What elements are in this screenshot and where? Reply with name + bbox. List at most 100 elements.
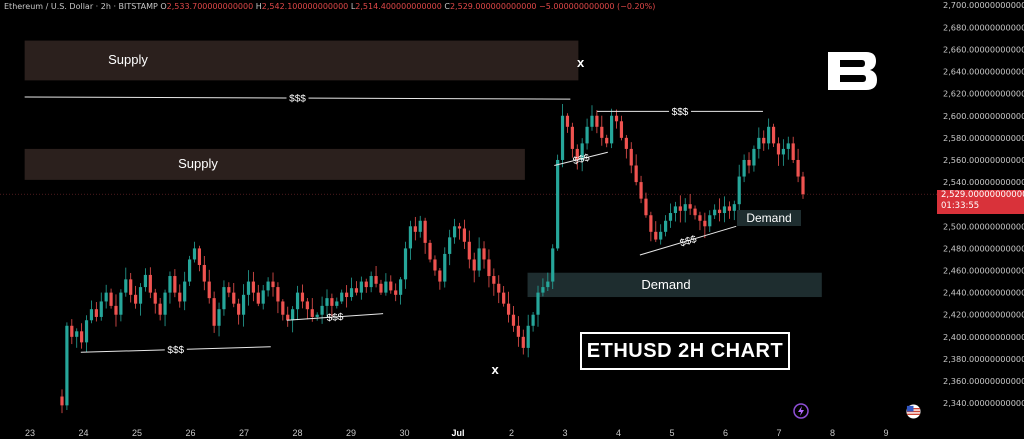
candle: [330, 293, 334, 317]
candles-layer: [60, 103, 805, 414]
candle: [403, 241, 408, 289]
candle: [747, 152, 751, 174]
candle: [261, 284, 265, 310]
candle: [762, 130, 766, 151]
candle: [428, 239, 432, 263]
y-tick-label: 2,560.000000000000: [943, 155, 1024, 165]
candle: [65, 322, 69, 411]
candle: [649, 211, 653, 242]
supply-zone-label: Supply: [108, 52, 148, 68]
x-tick-label: 30: [399, 428, 409, 438]
candle: [443, 247, 447, 288]
candle: [433, 255, 437, 276]
candle: [585, 118, 589, 150]
y-tick-label: 2,400.000000000000: [943, 332, 1024, 342]
demand-zone-label: Demand: [641, 276, 691, 292]
close-value: 2,529.000000000000: [449, 2, 537, 11]
liquidity-line: $$$: [286, 312, 384, 324]
x-tick-label: 25: [132, 428, 142, 438]
y-tick-label: 2,340.000000000000: [943, 398, 1024, 408]
candle: [673, 201, 678, 222]
x-tick-label: 28: [292, 428, 302, 438]
candle: [497, 275, 501, 304]
candle: [757, 127, 761, 159]
last-price-tag: 2,529.000000000000 01:33:55: [937, 190, 1024, 214]
candle: [207, 269, 211, 304]
lightning-icon[interactable]: [793, 403, 809, 419]
candle: [737, 164, 741, 213]
y-tick-label: 2,680.000000000000: [943, 22, 1024, 32]
y-tick-label: 2,620.000000000000: [943, 89, 1024, 99]
close-key: C: [444, 2, 450, 11]
x-tick-label: 5: [669, 428, 674, 438]
candle: [94, 302, 98, 322]
candle: [462, 219, 466, 249]
demand-zone-small: Demand: [737, 210, 801, 226]
candle: [683, 198, 687, 223]
candle: [286, 306, 290, 327]
candle: [158, 297, 162, 321]
x-tick-label: 6: [723, 428, 728, 438]
candle: [104, 284, 108, 309]
candle: [492, 268, 496, 296]
x-tick-label: 29: [346, 428, 356, 438]
candle: [605, 134, 609, 148]
candle: [75, 328, 79, 348]
candle: [163, 289, 167, 327]
supply-zone: [24, 148, 525, 180]
candle: [374, 265, 378, 288]
candle: [742, 154, 746, 183]
candle: [197, 245, 202, 272]
candle: [570, 122, 574, 158]
candle: [183, 271, 187, 311]
candle: [502, 286, 506, 307]
supply-zone-label: Supply: [178, 156, 218, 172]
candle: [222, 280, 226, 316]
candle: [511, 306, 516, 332]
candle: [241, 284, 246, 327]
candle: [487, 249, 491, 288]
low-value: 2,514.400000000000: [355, 2, 442, 11]
candle: [781, 139, 785, 166]
y-tick-label: 2,420.000000000000: [943, 310, 1024, 320]
liquidity-lines-layer: $$$ $$$ $$$ $$$ $$$ $$$: [24, 92, 763, 356]
candle: [153, 288, 157, 314]
candle: [703, 212, 707, 239]
liquidity-line: $$$: [554, 151, 608, 167]
supply-zone: [24, 40, 579, 81]
y-tick-label: 2,480.000000000000: [943, 243, 1024, 253]
candle: [119, 289, 123, 322]
candle: [663, 215, 668, 237]
x-axis[interactable]: 23 24 25 26 27 28 29 30 Jul 2 3 4 5 6 7 8 9: [25, 428, 889, 438]
high-value: 2,542.100000000000: [261, 2, 349, 11]
candle: [291, 306, 295, 333]
candle: [521, 329, 525, 355]
candle: [717, 198, 722, 222]
candle: [727, 201, 731, 219]
last-price-value: 2,529.000000000000: [941, 190, 1024, 200]
x-tick-label: 26: [185, 428, 195, 438]
y-tick-label: 2,600.000000000000: [943, 111, 1024, 121]
candle: [295, 285, 300, 321]
candle: [413, 216, 417, 241]
candle: [354, 281, 359, 296]
candle: [786, 136, 790, 160]
candle: [698, 211, 702, 231]
y-tick-label: 2,440.000000000000: [943, 288, 1024, 298]
candle: [693, 205, 697, 220]
candle: [305, 298, 309, 320]
low-key: L: [350, 2, 356, 11]
candle: [138, 283, 143, 316]
candle: [590, 105, 594, 131]
flag-icon[interactable]: [906, 404, 921, 419]
x-tick-label: 4: [616, 428, 621, 438]
candle: [80, 323, 84, 349]
candle: [109, 288, 113, 309]
brand-b-logo-icon: [828, 52, 877, 90]
candle: [776, 137, 781, 166]
candle: [114, 294, 118, 327]
candle: [129, 272, 133, 303]
candle: [644, 192, 648, 218]
candle: [457, 222, 462, 240]
